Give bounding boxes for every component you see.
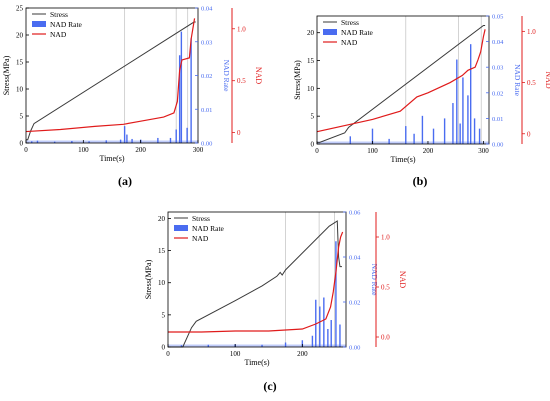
x-axis-label: Time(s) [390, 155, 415, 164]
rate-tick-label: 0.04 [201, 6, 213, 13]
x-tick-label: 200 [423, 147, 434, 155]
left-y-tick-label: 20 [158, 215, 166, 223]
legend-label: Stress [192, 214, 210, 223]
panel-label: (c) [263, 379, 276, 393]
left-y-tick-label: 15 [16, 59, 24, 67]
plot-frame [167, 211, 347, 348]
left-y-tick-label: 0 [20, 140, 24, 148]
x-axis-label: Time(s) [99, 154, 124, 163]
rate-tick-label: 0.02 [349, 300, 360, 307]
legend-label: NAD Rate [192, 224, 225, 233]
rate-tick-label: 0.00 [201, 141, 212, 148]
left-y-tick-label: 5 [20, 113, 24, 121]
nad-tick-label: 0 [527, 130, 531, 138]
left-y-axis-label: Stress(MPa) [144, 259, 153, 299]
rate-axis-label: NAD Rate [222, 60, 231, 93]
stress-line [168, 220, 342, 348]
rate-tick-label: 0.05 [492, 14, 503, 21]
nad-axis-label: NAD [254, 67, 263, 85]
legend-swatch-rate [174, 225, 188, 231]
rate-tick-label: 0.03 [201, 39, 212, 46]
legend-label: Stress [341, 18, 359, 27]
nad-line [316, 29, 486, 133]
plot-frame [316, 15, 490, 145]
nad-line [168, 231, 344, 333]
stress-line [317, 24, 486, 143]
rate-tick-label: 0.02 [492, 90, 503, 97]
legend-label: NAD [341, 38, 358, 47]
panel-label: (a) [118, 174, 132, 188]
chart-panel-c: 0 100 200 Time(s) 0 5 10 15 20 Stress(MPa) 0.00 0.0… [144, 210, 407, 394]
legend-label: Stress [50, 10, 68, 19]
left-y-tick-label: 20 [307, 29, 315, 37]
left-y-tick-label: 0 [311, 141, 315, 149]
rate-tick-label: 0.02 [201, 73, 212, 80]
x-tick-label: 0 [24, 146, 28, 154]
x-tick-label: 200 [135, 146, 146, 154]
legend-label: NAD [192, 234, 209, 243]
nad-axis-label: NAD [544, 71, 550, 89]
rate-tick-label: 0.01 [492, 116, 503, 123]
x-tick-label: 300 [193, 146, 204, 154]
rate-tick-label: 0.01 [201, 107, 212, 114]
nad-tick-label: 0 [237, 129, 241, 137]
legend-label: NAD Rate [341, 28, 374, 37]
rate-tick-label: 0.06 [349, 210, 361, 217]
left-y-axis-label: Stress(MPa) [293, 60, 302, 100]
nad-tick-label: 0.0 [381, 334, 390, 342]
nad-axis-label: NAD [398, 271, 407, 289]
left-y-tick-label: 25 [16, 5, 24, 13]
left-y-tick-label: 10 [158, 279, 166, 287]
rate-tick-label: 0.00 [492, 142, 503, 149]
left-y-axis-label: Stress(MPa) [2, 55, 11, 95]
stress-line [26, 21, 196, 141]
nad-rate-baseline [26, 140, 198, 143]
nad-tick-label: 1.0 [381, 234, 390, 242]
rate-axis-label: NAD Rate [513, 64, 522, 97]
legend-label: NAD Rate [50, 20, 83, 29]
x-tick-label: 0 [166, 350, 170, 358]
left-y-tick-label: 5 [311, 113, 315, 121]
rate-tick-label: 0.04 [492, 39, 504, 46]
left-y-tick-label: 10 [307, 85, 315, 93]
nad-rate-baseline [168, 344, 346, 347]
left-y-tick-label: 15 [307, 57, 315, 65]
x-tick-label: 300 [478, 147, 489, 155]
chart-panel-a: 0 100 200 300 Time(s) 0 5 10 15 20 25 Stress(MPa) 0.… [2, 5, 263, 189]
left-y-tick-label: 20 [16, 32, 24, 40]
legend-label: NAD [50, 30, 67, 39]
nad-tick-label: 0.5 [527, 79, 536, 87]
nad-line [25, 18, 196, 133]
x-tick-label: 200 [297, 350, 308, 358]
x-tick-label: 100 [367, 147, 378, 155]
nad-tick-label: 0.5 [237, 77, 246, 85]
rate-tick-label: 0.04 [349, 255, 361, 262]
rate-tick-label: 0.03 [492, 65, 503, 72]
x-axis-label: Time(s) [244, 358, 269, 367]
left-y-tick-label: 5 [162, 311, 166, 319]
chart-panel-b: 0 100 200 300 Time(s) 0 5 10 15 20 Stress(MPa) 0.00… [293, 14, 550, 189]
nad-tick-label: 1.0 [527, 28, 536, 36]
x-tick-label: 100 [78, 146, 89, 154]
left-y-tick-label: 0 [162, 344, 166, 352]
legend-swatch-rate [323, 29, 337, 35]
x-tick-label: 0 [315, 147, 319, 155]
x-tick-label: 100 [230, 350, 241, 358]
rate-tick-label: 0.00 [349, 345, 360, 352]
nad-rate-baseline [317, 141, 489, 144]
nad-tick-label: 1.0 [237, 25, 246, 33]
left-y-tick-label: 15 [158, 247, 166, 255]
legend-swatch-rate [32, 21, 46, 27]
panel-label: (b) [413, 174, 428, 188]
left-y-tick-label: 10 [16, 86, 24, 94]
rate-axis-label: NAD Rate [370, 264, 379, 297]
nad-tick-label: 0.5 [381, 284, 390, 292]
